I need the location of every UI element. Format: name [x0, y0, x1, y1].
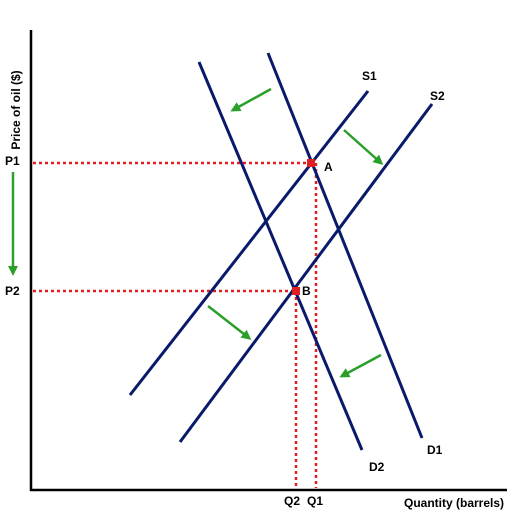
supply-shift-arrow-bottom — [207, 305, 252, 340]
demand-shift-arrow-bottom — [339, 353, 382, 378]
y-axis-label: Price of oil ($) — [9, 70, 23, 149]
tick-label-p2: P2 — [5, 284, 20, 298]
label-d1: D1 — [427, 443, 443, 457]
demand-curve-d2 — [197, 61, 364, 451]
tick-label-q1: Q1 — [307, 494, 323, 508]
label-point-a: A — [324, 160, 333, 174]
label-s1: S1 — [362, 69, 377, 83]
demand-curve-d1 — [266, 52, 424, 439]
equilibrium-point-a — [307, 159, 315, 167]
label-point-b: B — [302, 284, 311, 298]
supply-shift-arrow-top — [343, 129, 384, 165]
label-s2: S2 — [430, 89, 445, 103]
supply-curve-s1 — [128, 90, 370, 396]
label-d2: D2 — [369, 460, 385, 474]
supply-curve-s2 — [178, 103, 434, 443]
tick-label-q2: Q2 — [284, 494, 300, 508]
equilibrium-point-b — [292, 287, 300, 295]
x-axis-label: Quantity (barrels) — [404, 496, 504, 510]
tick-label-p1: P1 — [5, 154, 20, 168]
demand-shift-arrow-top — [230, 87, 272, 112]
